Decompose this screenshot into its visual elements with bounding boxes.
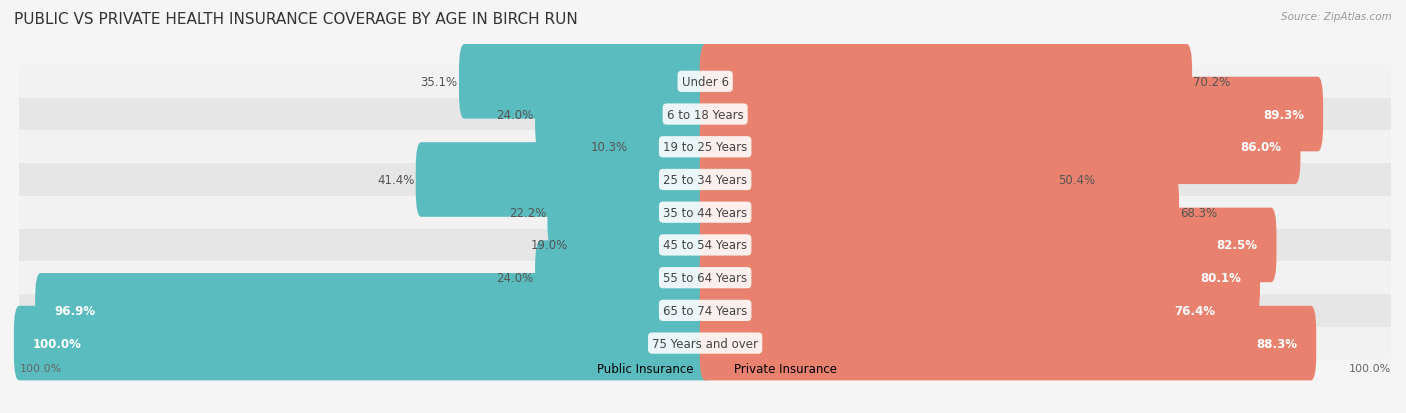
FancyBboxPatch shape <box>700 45 1192 119</box>
Text: 55 to 64 Years: 55 to 64 Years <box>664 271 747 285</box>
Text: 76.4%: 76.4% <box>1174 304 1215 317</box>
FancyBboxPatch shape <box>700 241 1260 315</box>
Text: 25 to 34 Years: 25 to 34 Years <box>664 173 747 187</box>
Text: 86.0%: 86.0% <box>1240 141 1281 154</box>
FancyBboxPatch shape <box>547 176 710 250</box>
FancyBboxPatch shape <box>20 229 1391 262</box>
FancyBboxPatch shape <box>20 131 1391 164</box>
Text: 88.3%: 88.3% <box>1256 337 1298 350</box>
FancyBboxPatch shape <box>700 306 1316 380</box>
FancyBboxPatch shape <box>700 208 1277 282</box>
Legend: Public Insurance, Private Insurance: Public Insurance, Private Insurance <box>574 362 838 375</box>
FancyBboxPatch shape <box>14 306 710 380</box>
Text: 19.0%: 19.0% <box>531 239 568 252</box>
Text: 82.5%: 82.5% <box>1216 239 1257 252</box>
Text: 75 Years and over: 75 Years and over <box>652 337 758 350</box>
Text: 68.3%: 68.3% <box>1181 206 1218 219</box>
FancyBboxPatch shape <box>536 241 710 315</box>
Text: 45 to 54 Years: 45 to 54 Years <box>664 239 747 252</box>
FancyBboxPatch shape <box>35 273 710 348</box>
FancyBboxPatch shape <box>628 110 710 185</box>
Text: Under 6: Under 6 <box>682 76 728 89</box>
Text: 100.0%: 100.0% <box>1348 363 1391 373</box>
Text: 10.3%: 10.3% <box>591 141 627 154</box>
Text: 22.2%: 22.2% <box>509 206 546 219</box>
FancyBboxPatch shape <box>700 110 1301 185</box>
Text: 65 to 74 Years: 65 to 74 Years <box>664 304 748 317</box>
Text: 35 to 44 Years: 35 to 44 Years <box>664 206 747 219</box>
FancyBboxPatch shape <box>20 164 1391 196</box>
Text: 24.0%: 24.0% <box>496 271 534 285</box>
FancyBboxPatch shape <box>700 176 1180 250</box>
Text: 6 to 18 Years: 6 to 18 Years <box>666 108 744 121</box>
Text: 35.1%: 35.1% <box>420 76 457 89</box>
Text: 19 to 25 Years: 19 to 25 Years <box>664 141 748 154</box>
FancyBboxPatch shape <box>20 98 1391 131</box>
Text: 100.0%: 100.0% <box>20 363 62 373</box>
FancyBboxPatch shape <box>416 143 710 217</box>
Text: 100.0%: 100.0% <box>34 337 82 350</box>
Text: 24.0%: 24.0% <box>496 108 534 121</box>
FancyBboxPatch shape <box>20 66 1391 98</box>
FancyBboxPatch shape <box>536 78 710 152</box>
FancyBboxPatch shape <box>569 208 710 282</box>
FancyBboxPatch shape <box>20 262 1391 294</box>
Text: 96.9%: 96.9% <box>55 304 96 317</box>
Text: Source: ZipAtlas.com: Source: ZipAtlas.com <box>1281 12 1392 22</box>
Text: PUBLIC VS PRIVATE HEALTH INSURANCE COVERAGE BY AGE IN BIRCH RUN: PUBLIC VS PRIVATE HEALTH INSURANCE COVER… <box>14 12 578 27</box>
Text: 50.4%: 50.4% <box>1057 173 1095 187</box>
Text: 89.3%: 89.3% <box>1263 108 1303 121</box>
Text: 70.2%: 70.2% <box>1194 76 1230 89</box>
FancyBboxPatch shape <box>700 273 1234 348</box>
Text: 80.1%: 80.1% <box>1199 271 1241 285</box>
FancyBboxPatch shape <box>700 143 1056 217</box>
FancyBboxPatch shape <box>20 196 1391 229</box>
FancyBboxPatch shape <box>458 45 710 119</box>
FancyBboxPatch shape <box>20 327 1391 360</box>
Text: 41.4%: 41.4% <box>377 173 415 187</box>
FancyBboxPatch shape <box>20 294 1391 327</box>
FancyBboxPatch shape <box>700 78 1323 152</box>
